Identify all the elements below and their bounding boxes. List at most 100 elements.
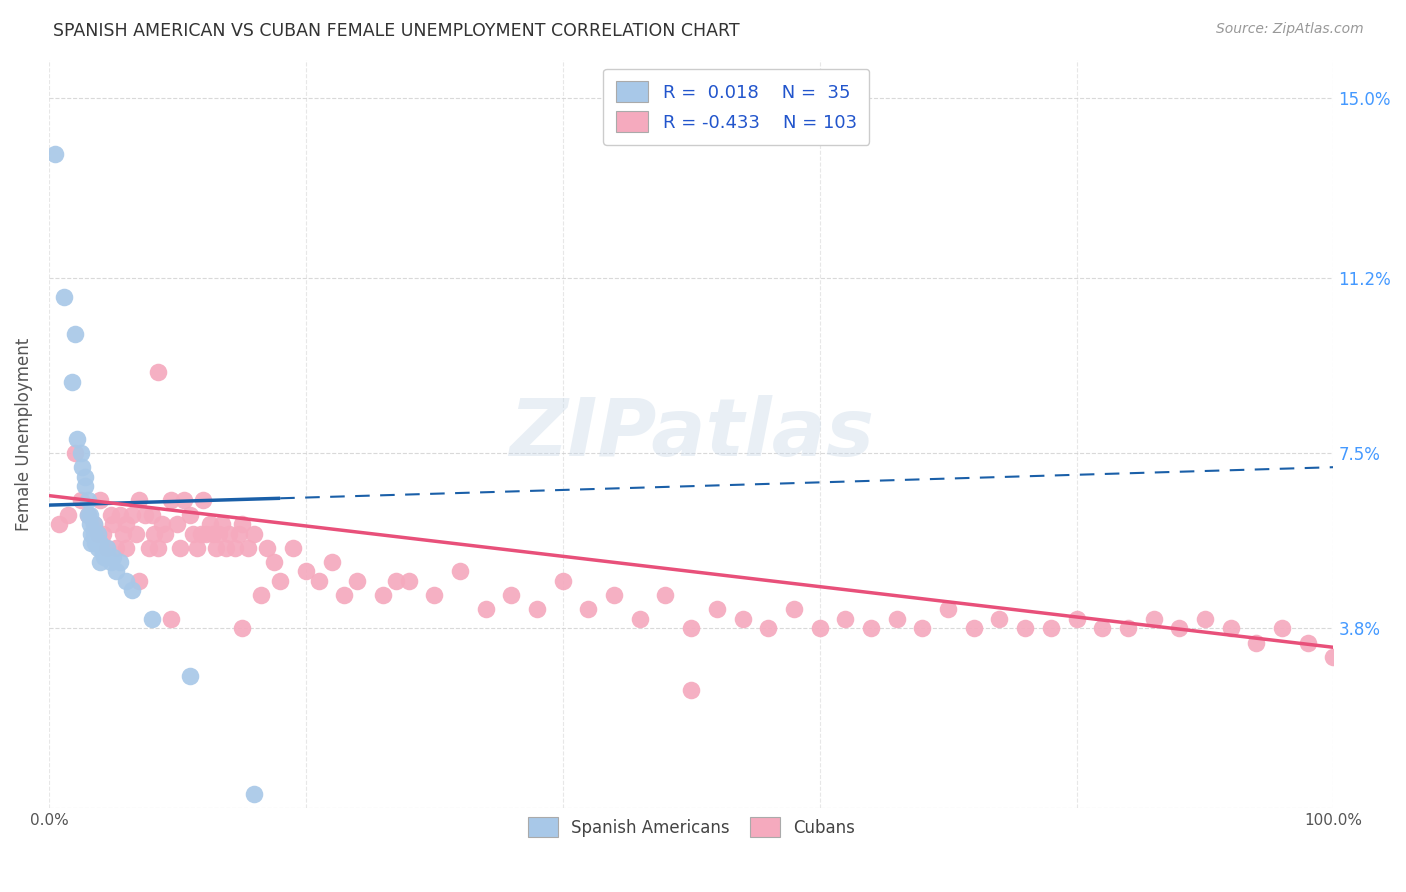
Point	[125, 526, 148, 541]
Point	[115, 574, 138, 588]
Point	[384, 574, 406, 588]
Point	[83, 526, 105, 541]
Point	[449, 565, 471, 579]
Point	[53, 289, 76, 303]
Point	[681, 682, 703, 697]
Point	[179, 669, 201, 683]
Point	[228, 526, 250, 541]
Point	[44, 147, 66, 161]
Point	[79, 517, 101, 532]
Point	[72, 460, 94, 475]
Point	[215, 541, 238, 555]
Point	[141, 612, 163, 626]
Point	[231, 517, 253, 532]
Point	[186, 541, 208, 555]
Point	[100, 555, 122, 569]
Point	[91, 545, 114, 559]
Point	[128, 574, 150, 588]
Point	[80, 536, 103, 550]
Point	[76, 493, 98, 508]
Point	[73, 479, 96, 493]
Point	[1219, 621, 1241, 635]
Point	[501, 588, 523, 602]
Point	[87, 526, 110, 541]
Point	[146, 541, 169, 555]
Point	[423, 588, 446, 602]
Point	[190, 526, 212, 541]
Point	[181, 526, 204, 541]
Point	[87, 541, 110, 555]
Point	[89, 536, 111, 550]
Point	[96, 541, 118, 555]
Point	[104, 541, 127, 555]
Point	[97, 550, 120, 565]
Point	[834, 612, 856, 626]
Point	[231, 621, 253, 635]
Point	[308, 574, 330, 588]
Point	[224, 541, 246, 555]
Point	[66, 432, 89, 446]
Point	[321, 555, 343, 569]
Point	[1014, 621, 1036, 635]
Point	[269, 574, 291, 588]
Point	[112, 526, 135, 541]
Point	[58, 508, 80, 522]
Point	[333, 588, 356, 602]
Point	[89, 493, 111, 508]
Point	[60, 375, 83, 389]
Point	[70, 446, 93, 460]
Point	[205, 541, 228, 555]
Point	[121, 508, 143, 522]
Point	[150, 517, 173, 532]
Point	[173, 493, 195, 508]
Point	[756, 621, 779, 635]
Point	[988, 612, 1011, 626]
Point	[115, 517, 138, 532]
Point	[103, 550, 125, 565]
Point	[783, 602, 806, 616]
Point	[1066, 612, 1088, 626]
Point	[911, 621, 934, 635]
Point	[103, 517, 125, 532]
Point	[1039, 621, 1062, 635]
Point	[48, 517, 70, 532]
Point	[250, 588, 273, 602]
Point	[141, 508, 163, 522]
Point	[628, 612, 651, 626]
Point	[143, 526, 166, 541]
Point	[104, 565, 127, 579]
Point	[63, 327, 86, 342]
Point	[731, 612, 754, 626]
Point	[83, 517, 105, 532]
Point	[91, 526, 114, 541]
Point	[87, 526, 110, 541]
Point	[63, 446, 86, 460]
Point	[236, 541, 259, 555]
Point	[936, 602, 959, 616]
Point	[83, 517, 105, 532]
Point	[138, 541, 160, 555]
Point	[73, 469, 96, 483]
Point	[96, 541, 118, 555]
Point	[121, 583, 143, 598]
Point	[808, 621, 831, 635]
Point	[243, 526, 266, 541]
Point	[603, 588, 626, 602]
Point	[263, 555, 285, 569]
Point	[76, 508, 98, 522]
Point	[207, 526, 229, 541]
Point	[1271, 621, 1294, 635]
Legend: Spanish Americans, Cubans: Spanish Americans, Cubans	[519, 809, 863, 845]
Point	[191, 493, 214, 508]
Point	[1246, 635, 1268, 649]
Point	[1116, 621, 1139, 635]
Point	[551, 574, 574, 588]
Point	[578, 602, 600, 616]
Point	[211, 517, 233, 532]
Point	[256, 541, 278, 555]
Point	[202, 526, 225, 541]
Point	[89, 555, 111, 569]
Point	[706, 602, 728, 616]
Point	[93, 550, 115, 565]
Point	[859, 621, 882, 635]
